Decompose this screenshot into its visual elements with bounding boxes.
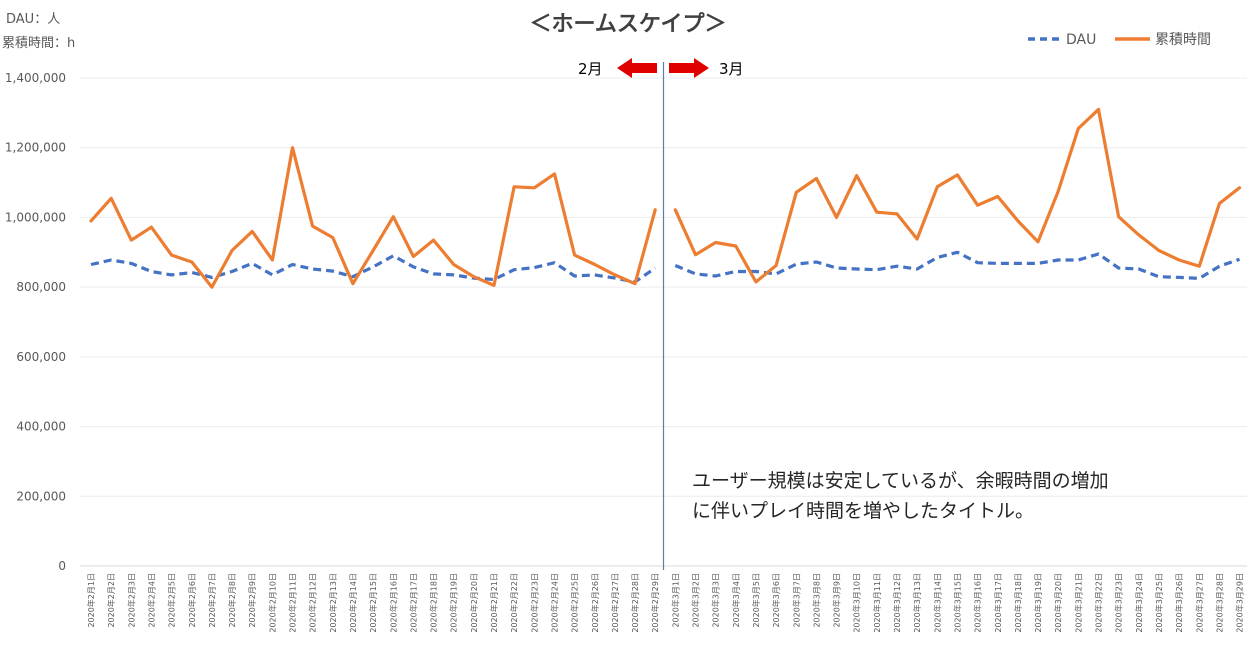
x-tick-label: 2020年3月29日 bbox=[1235, 573, 1245, 633]
right-arrow-icon bbox=[669, 58, 709, 78]
x-tick-label: 2020年3月17日 bbox=[993, 573, 1003, 633]
legend-hours-label: 累積時間 bbox=[1155, 32, 1211, 48]
y-axis: 0 200,000 400,000 600,000 800,000 1,000,000 1,… bbox=[5, 71, 66, 573]
chart-title: ＜ホームスケイプ＞ bbox=[530, 12, 727, 37]
x-tick-label: 2020年2月21日 bbox=[489, 573, 499, 633]
x-tick-label: 2020年2月20日 bbox=[469, 573, 479, 633]
x-tick-label: 2020年2月12日 bbox=[308, 573, 318, 633]
x-tick-label: 2020年3月3日 bbox=[711, 573, 721, 628]
x-tick-label: 2020年3月10日 bbox=[852, 573, 862, 633]
x-tick-label: 2020年2月16日 bbox=[388, 573, 398, 633]
x-tick-label: 2020年2月18日 bbox=[429, 573, 439, 633]
feb-label: 2月 bbox=[578, 60, 603, 78]
x-tick-label: 2020年2月22日 bbox=[509, 573, 519, 633]
x-tick-label: 2020年2月24日 bbox=[549, 573, 559, 633]
x-tick-label: 2020年3月28日 bbox=[1214, 573, 1224, 633]
x-tick-label: 2020年2月8日 bbox=[227, 573, 237, 628]
mar-label: 3月 bbox=[719, 60, 744, 78]
x-tick-label: 2020年3月9日 bbox=[832, 573, 842, 628]
x-tick-label: 2020年3月25日 bbox=[1154, 573, 1164, 633]
y-tick-label: 1,200,000 bbox=[5, 141, 66, 155]
x-tick-label: 2020年3月5日 bbox=[751, 573, 761, 628]
series-lines bbox=[89, 107, 1242, 289]
x-tick-label: 2020年2月25日 bbox=[570, 573, 580, 633]
x-tick-label: 2020年3月8日 bbox=[811, 573, 821, 628]
x-tick-label: 2020年3月15日 bbox=[952, 573, 962, 633]
unit-label-dau: DAU：人 bbox=[6, 12, 60, 27]
unit-label-hours: 累積時間：h bbox=[2, 36, 75, 51]
comment-line-1: ユーザー規模は安定しているが、余暇時間の増加 bbox=[692, 470, 1109, 492]
comment-line-2: に伴いプレイ時間を増やしたタイトル。 bbox=[692, 500, 1034, 522]
y-tick-label: 200,000 bbox=[16, 489, 66, 503]
y-tick-label: 1,000,000 bbox=[5, 210, 66, 224]
x-tick-label: 2020年2月23日 bbox=[529, 573, 539, 633]
x-tick-label: 2020年3月1日 bbox=[670, 573, 680, 628]
y-tick-label: 600,000 bbox=[16, 350, 66, 364]
x-axis: 2020年2月1日 2020年2月2日 2020年2月3日 2020年2月4日 2020… bbox=[86, 573, 1245, 633]
x-tick-label: 2020年3月6日 bbox=[771, 573, 781, 628]
x-tick-label: 2020年3月22日 bbox=[1094, 573, 1104, 633]
x-tick-label: 2020年2月10日 bbox=[267, 573, 277, 633]
x-tick-label: 2020年2月14日 bbox=[348, 573, 358, 633]
x-tick-label: 2020年3月4日 bbox=[731, 573, 741, 628]
x-tick-label: 2020年2月13日 bbox=[328, 573, 338, 633]
x-tick-label: 2020年2月5日 bbox=[167, 573, 177, 628]
series-line-hours bbox=[89, 146, 657, 289]
legend-dau-label: DAU bbox=[1066, 32, 1096, 48]
x-tick-label: 2020年2月15日 bbox=[368, 573, 378, 633]
x-tick-label: 2020年2月29日 bbox=[650, 573, 660, 633]
x-tick-label: 2020年2月27日 bbox=[610, 573, 620, 633]
y-tick-label: 0 bbox=[58, 559, 66, 573]
x-tick-label: 2020年2月26日 bbox=[590, 573, 600, 633]
x-tick-label: 2020年3月26日 bbox=[1174, 573, 1184, 633]
x-tick-label: 2020年2月6日 bbox=[187, 573, 197, 628]
x-tick-label: 2020年3月21日 bbox=[1073, 573, 1083, 633]
x-tick-label: 2020年2月28日 bbox=[630, 573, 640, 633]
x-tick-label: 2020年3月27日 bbox=[1194, 573, 1204, 633]
x-tick-label: 2020年3月18日 bbox=[1013, 573, 1023, 633]
x-tick-label: 2020年3月19日 bbox=[1033, 573, 1043, 633]
y-tick-label: 1,400,000 bbox=[5, 71, 66, 85]
x-tick-label: 2020年3月24日 bbox=[1134, 573, 1144, 633]
x-tick-label: 2020年3月20日 bbox=[1053, 573, 1063, 633]
x-tick-label: 2020年2月4日 bbox=[146, 573, 156, 628]
x-tick-label: 2020年3月11日 bbox=[872, 573, 882, 633]
x-tick-label: 2020年2月2日 bbox=[106, 573, 116, 628]
x-tick-label: 2020年2月1日 bbox=[86, 573, 96, 628]
x-tick-label: 2020年2月17日 bbox=[408, 573, 418, 633]
legend: DAU 累積時間 bbox=[1028, 32, 1211, 48]
x-tick-label: 2020年2月9日 bbox=[247, 573, 257, 628]
x-tick-label: 2020年2月7日 bbox=[207, 573, 217, 628]
x-tick-label: 2020年3月13日 bbox=[912, 573, 922, 633]
x-tick-label: 2020年3月16日 bbox=[973, 573, 983, 633]
x-tick-label: 2020年3月14日 bbox=[932, 573, 942, 633]
x-tick-label: 2020年2月3日 bbox=[126, 573, 136, 628]
x-tick-label: 2020年3月7日 bbox=[791, 573, 801, 628]
series-line-hours bbox=[673, 107, 1242, 284]
x-tick-label: 2020年2月11日 bbox=[288, 573, 298, 633]
y-tick-label: 400,000 bbox=[16, 420, 66, 434]
x-tick-label: 2020年3月2日 bbox=[691, 573, 701, 628]
series-line-dau bbox=[90, 254, 657, 284]
x-tick-label: 2020年3月23日 bbox=[1114, 573, 1124, 633]
left-arrow-icon bbox=[617, 58, 657, 78]
series-line-dau bbox=[674, 250, 1241, 280]
x-tick-label: 2020年3月12日 bbox=[892, 573, 902, 633]
y-tick-label: 800,000 bbox=[16, 280, 66, 294]
x-tick-label: 2020年2月19日 bbox=[449, 573, 459, 633]
